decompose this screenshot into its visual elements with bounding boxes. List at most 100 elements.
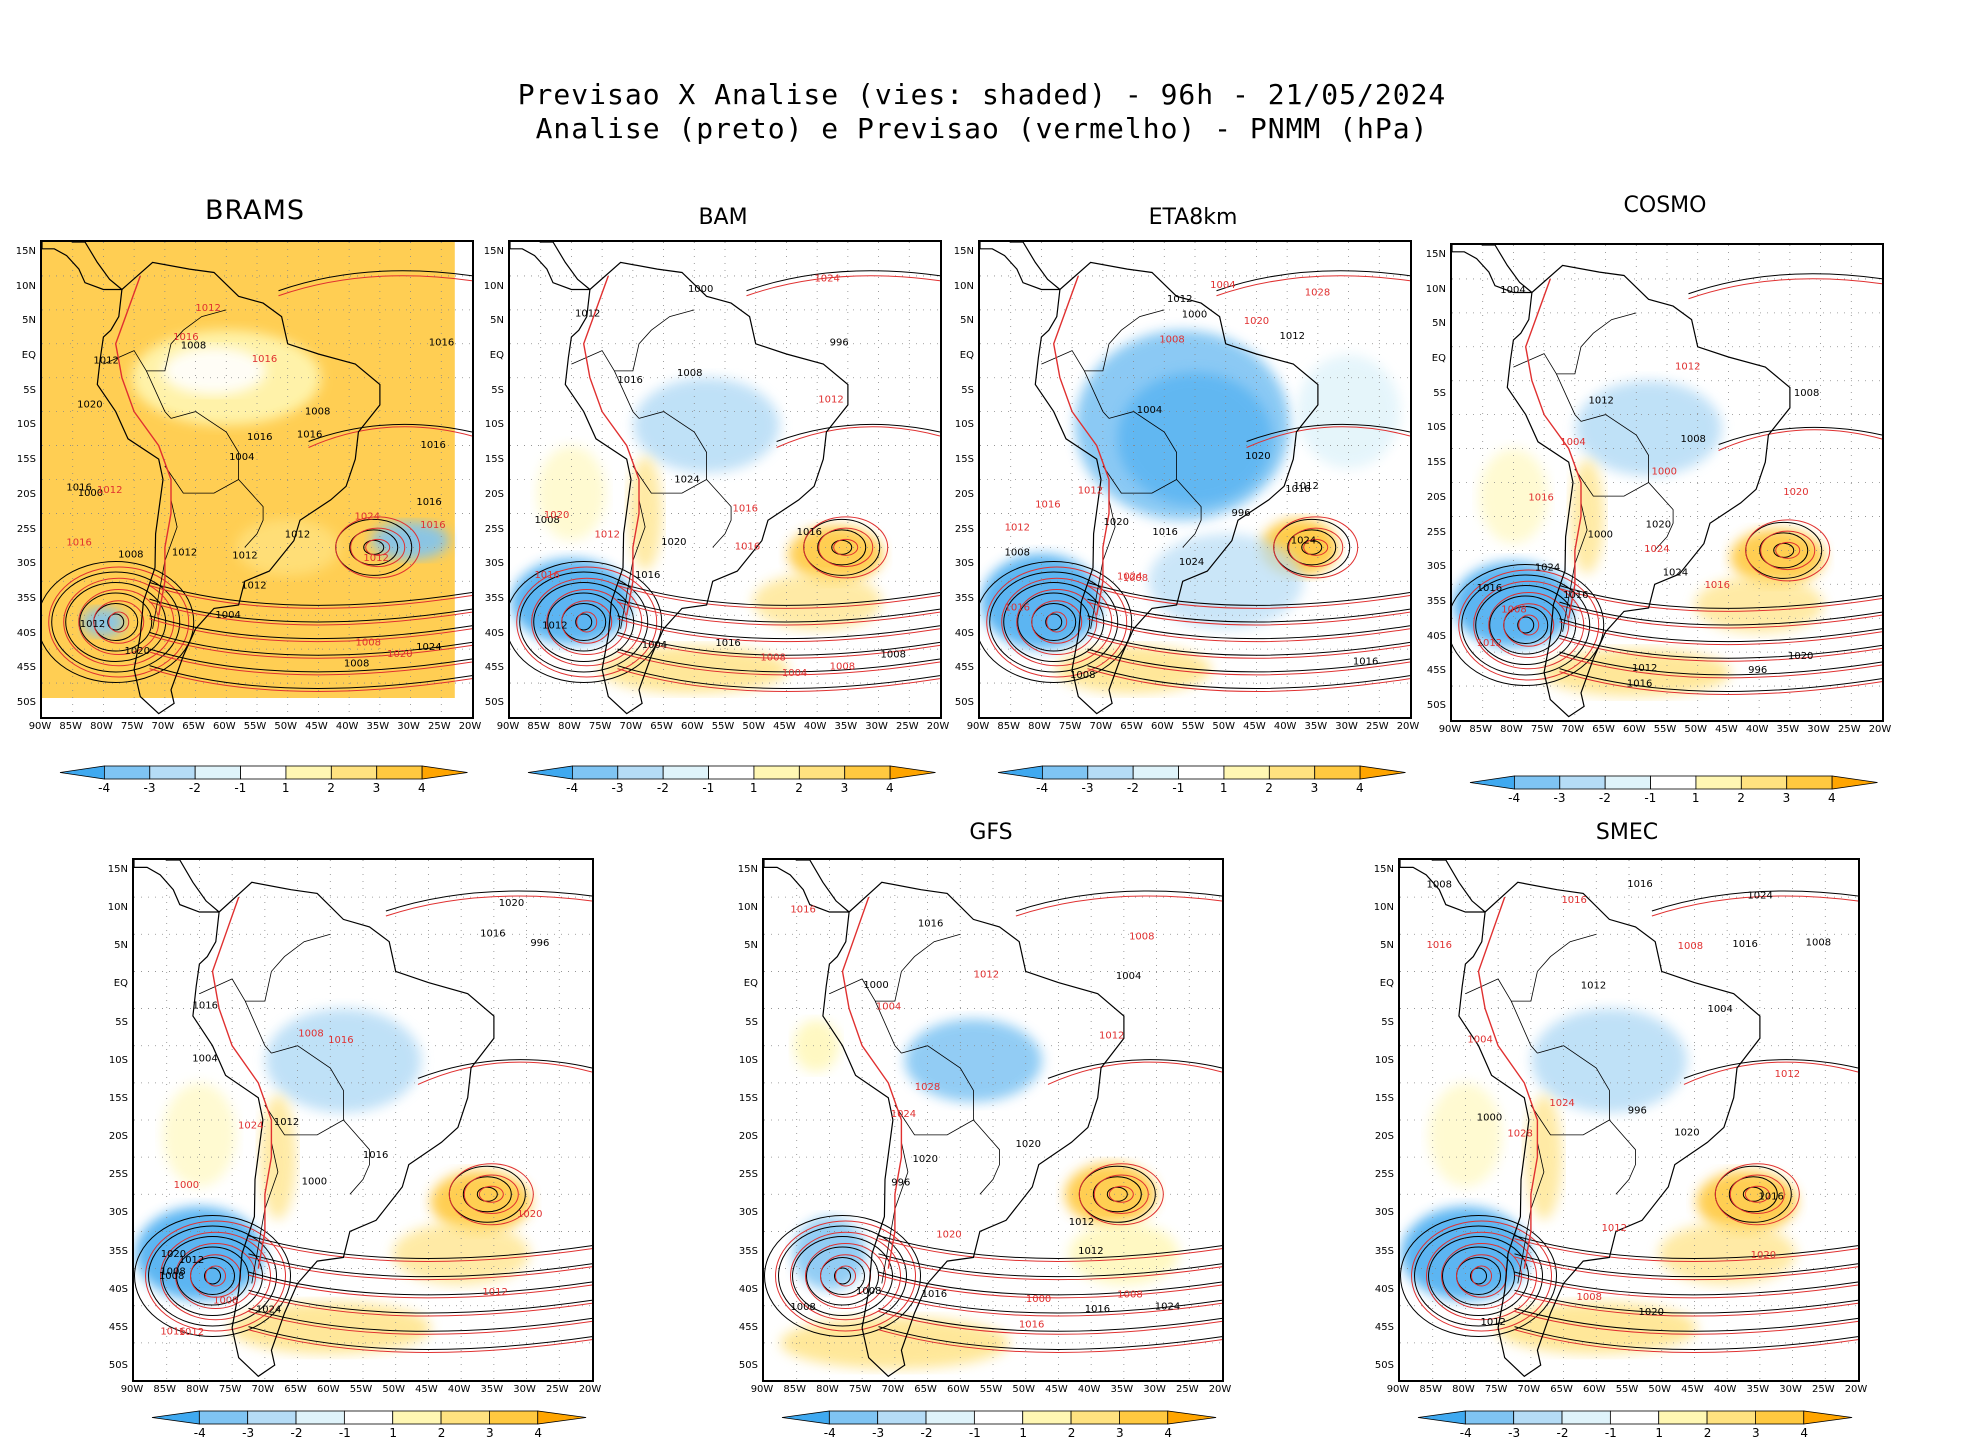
isobar — [204, 1267, 222, 1285]
longitude-tick-label: 50W — [382, 1384, 406, 1395]
colorbar-segment — [707, 765, 755, 780]
isobar — [1087, 585, 1410, 609]
isobar — [516, 566, 658, 678]
andes-isobar — [1524, 278, 1582, 619]
contour-label: 1004 — [1137, 405, 1162, 416]
isobar — [1728, 1176, 1778, 1213]
contour-label: 1016 — [1005, 602, 1030, 613]
contour-label: 1016 — [247, 432, 272, 443]
latitude-tick-label: 5S — [115, 1016, 128, 1028]
contour-label: 1012 — [1078, 1246, 1103, 1257]
colorbar-segment — [344, 1410, 394, 1425]
isobar — [1514, 1274, 1858, 1299]
bias-shade-area — [430, 1170, 532, 1233]
colorbar-segment — [1695, 775, 1742, 790]
country-border — [1574, 414, 1650, 497]
contour-label: 1016 — [160, 1326, 185, 1337]
contour-label: 1016 — [1561, 895, 1586, 906]
isobar — [363, 539, 385, 555]
bias-shade-area — [981, 554, 1102, 650]
latitude-tick-label: 5N — [114, 940, 128, 952]
contour-label: 1016 — [1563, 590, 1588, 601]
colorbar-segment — [1562, 1410, 1612, 1425]
latitude-tick-label: 5N — [960, 315, 974, 327]
colorbar-tick-label: 4 — [1164, 1426, 1173, 1440]
contour-label: 1008 — [1678, 941, 1703, 952]
latitude-tick-label: 45S — [738, 1321, 758, 1333]
contour-label: 1012 — [232, 550, 257, 561]
colorbar-segment — [489, 1410, 539, 1425]
latitude-tick-label: 40S — [16, 627, 36, 639]
longitude-tick-label: 75W — [120, 721, 144, 732]
longitude-tick-label: 90W — [1386, 1384, 1410, 1395]
latitude-tick-label: EQ — [743, 978, 758, 990]
isobar — [1514, 1238, 1858, 1262]
country-border — [164, 411, 240, 494]
longitude-tick-label: 60W — [1582, 1384, 1606, 1395]
colorbar-segment — [1786, 775, 1833, 790]
isobar — [617, 615, 940, 640]
latitude-tick-label: EQ — [959, 350, 974, 362]
contour-label: 1008 — [1159, 334, 1184, 345]
colorbar-tick-label: -1 — [234, 781, 247, 795]
isobar — [248, 1274, 592, 1299]
isobar — [1514, 1289, 1858, 1314]
contour-label: 1012 — [974, 969, 999, 980]
contour-label: 1004 — [876, 1001, 901, 1012]
isobar — [1759, 532, 1809, 569]
colorbar-tick-label: 4 — [886, 781, 894, 795]
latitude-tick-label: 50S — [954, 697, 974, 708]
latitude-tick-label: 25S — [16, 523, 36, 535]
isobar — [1017, 592, 1091, 652]
isobar — [1714, 1163, 1800, 1226]
longitude-tick-label: 70W — [619, 721, 643, 732]
isobar — [1688, 273, 1882, 295]
isobar — [878, 1238, 1222, 1262]
contour-label: 1000 — [1477, 1112, 1502, 1123]
isobar — [1683, 1059, 1858, 1079]
latitude-tick-label: 40S — [954, 627, 974, 639]
isobar — [1031, 600, 1083, 644]
contour-label: 1028 — [915, 1082, 940, 1093]
isobar — [1503, 603, 1555, 647]
latitude-tick-label: 20S — [738, 1131, 758, 1143]
colorbar-tick-label: -1 — [1644, 791, 1657, 805]
colorbar-segment — [1513, 1410, 1563, 1425]
isobar — [417, 1061, 592, 1085]
country-border — [103, 350, 172, 419]
isobar — [1273, 516, 1359, 579]
colorbar — [527, 765, 936, 780]
isobar — [160, 1231, 272, 1321]
longitude-tick-label: 25W — [1811, 1384, 1835, 1395]
contour-label: 1024 — [1747, 891, 1772, 902]
longitude-tick-label: 65W — [182, 721, 205, 732]
colorbar-tick-label: -2 — [1598, 791, 1611, 805]
contour-label: 1028 — [1305, 288, 1330, 299]
contour-label: 1008 — [1123, 573, 1148, 584]
south-america-coastline — [822, 881, 1125, 1378]
contour-label: 1016 — [363, 1150, 388, 1161]
isobar — [776, 423, 940, 442]
contour-label: 1008 — [790, 1302, 815, 1313]
country-border — [245, 933, 331, 1002]
contour-label: 1016 — [66, 538, 91, 549]
longitude-tick-label: 35W — [1776, 724, 1800, 735]
isobar — [878, 1271, 1222, 1296]
contour-label: 996 — [1628, 1106, 1647, 1117]
colorbar-segment — [1803, 1410, 1853, 1425]
contour-label: 1012 — [172, 547, 197, 558]
latitude-tick-label: 30S — [1374, 1207, 1394, 1219]
latitude-tick-label: 15S — [16, 454, 36, 466]
longitude-tick-label: 80W — [1028, 721, 1051, 732]
andes-isobar — [582, 275, 640, 616]
isobar — [335, 516, 421, 579]
contour-label: 1016 — [534, 570, 559, 581]
latitude-tick-label: 45S — [954, 662, 974, 674]
bias-shade-area — [1401, 1206, 1530, 1301]
contour-label: 1012 — [1477, 638, 1502, 649]
contour-label: 996 — [891, 1177, 910, 1188]
longitude-tick-label: 30W — [1779, 1384, 1802, 1395]
isobar — [778, 1225, 908, 1327]
bias-shade-area — [633, 377, 780, 473]
isobar — [149, 582, 472, 606]
